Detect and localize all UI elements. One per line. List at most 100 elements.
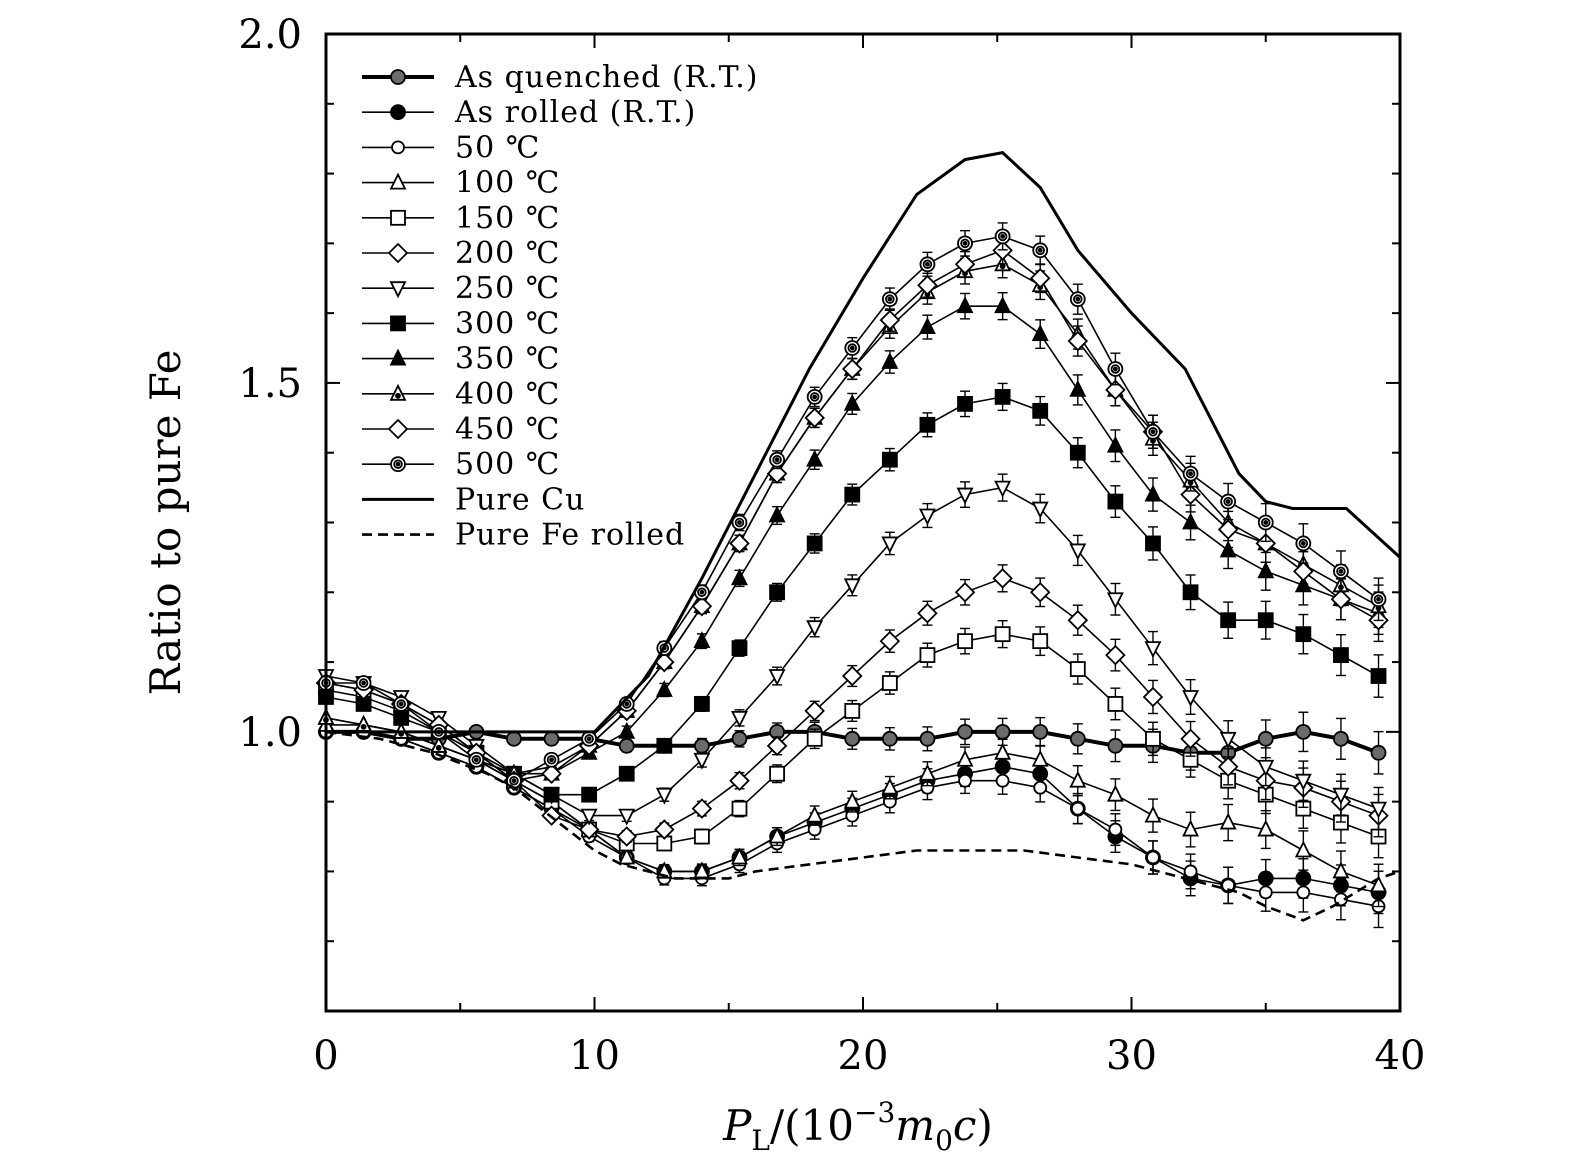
series-marker: [693, 861, 711, 879]
legend-label: As quenched (R.T.): [454, 60, 758, 95]
legend-label: 250 ℃: [455, 271, 560, 306]
series-marker: [1294, 840, 1312, 858]
series-marker: [994, 723, 1011, 740]
series-12: [326, 150, 1402, 734]
series-marker: [1300, 541, 1306, 546]
series-marker: [1031, 501, 1049, 519]
x-axis-title-m: m: [895, 1101, 935, 1150]
series-marker: [769, 765, 785, 782]
series-marker: [1257, 759, 1275, 777]
series-marker: [1225, 499, 1231, 504]
series-marker: [389, 348, 407, 366]
series-marker: [581, 786, 598, 803]
series-marker: [768, 669, 786, 687]
series-marker: [618, 737, 635, 754]
series-marker: [879, 309, 901, 331]
series-marker: [1069, 543, 1087, 561]
series-marker: [919, 647, 936, 663]
series-marker: [729, 533, 750, 554]
series-marker: [618, 721, 636, 739]
series-marker: [430, 735, 448, 753]
series-marker: [1370, 744, 1387, 761]
series-marker: [881, 730, 898, 747]
series-marker: [624, 701, 630, 707]
series-marker: [1150, 429, 1156, 435]
series-marker: [473, 757, 479, 763]
series-marker: [1033, 780, 1048, 795]
series-marker: [1032, 723, 1049, 740]
series-7: [318, 382, 1387, 803]
series-marker: [1112, 366, 1118, 372]
x-axis-title-sup: −3: [854, 1096, 895, 1129]
series-marker: [992, 568, 1013, 589]
series-marker: [1067, 330, 1089, 352]
legend-item: 400 ℃: [362, 377, 560, 412]
legend-label: 100 ℃: [455, 166, 560, 201]
legend-label: 50 ℃: [455, 130, 540, 165]
series-marker: [1376, 596, 1381, 602]
series-marker: [806, 730, 823, 747]
series-marker: [881, 351, 899, 369]
series-marker: [1070, 801, 1085, 816]
series-marker: [694, 696, 710, 712]
series-marker: [841, 358, 863, 380]
series-marker: [737, 520, 742, 525]
series-marker: [1257, 612, 1274, 629]
series-marker: [1037, 247, 1043, 253]
series-marker: [843, 791, 861, 809]
legend-item: Pure Fe rolled: [362, 518, 685, 553]
series-marker: [1144, 484, 1162, 502]
series-marker: [849, 345, 855, 351]
series-marker: [541, 763, 562, 785]
legend-item: 200 ℃: [362, 236, 559, 271]
y-tick-label: 1.5: [238, 361, 302, 407]
legend-item: 500 ℃: [362, 447, 559, 482]
series-marker: [389, 281, 407, 299]
series-marker: [844, 486, 861, 503]
series-marker: [1370, 875, 1387, 893]
legend-item: 350 ℃: [362, 342, 559, 377]
series-marker: [361, 680, 366, 686]
series-marker: [1144, 641, 1162, 659]
x-axis-title-prefix: /(10: [770, 1101, 854, 1150]
series-marker: [389, 172, 407, 190]
series-marker: [806, 805, 824, 823]
x-axis-title-suffix: ): [976, 1101, 992, 1150]
series-marker: [879, 630, 901, 652]
series-marker: [843, 393, 861, 411]
series-marker: [1219, 812, 1237, 830]
legend-label: 450 ℃: [455, 412, 560, 447]
series-marker: [956, 487, 974, 505]
series-marker: [918, 317, 936, 335]
series-marker: [995, 773, 1010, 788]
series-marker: [731, 568, 748, 586]
series-marker: [731, 847, 748, 865]
legend-label: 150 ℃: [455, 201, 560, 236]
legend-label: As rolled (R.T.): [454, 95, 696, 130]
y-tick-label: 2.0: [238, 12, 302, 58]
x-axis-title-sub-l: L: [751, 1124, 770, 1157]
series-marker: [1029, 267, 1051, 289]
series-marker: [994, 742, 1012, 760]
series-marker: [999, 263, 1006, 270]
legend-label: 400 ℃: [455, 377, 560, 412]
series-marker: [954, 582, 976, 603]
series-marker: [1263, 520, 1269, 525]
series-marker: [694, 828, 710, 845]
legend-item: 150 ℃: [362, 201, 560, 236]
series-marker: [917, 274, 938, 296]
series-marker: [618, 765, 635, 782]
series-marker: [1217, 519, 1239, 540]
series-marker: [1075, 296, 1081, 302]
series-marker: [1293, 561, 1314, 582]
series-marker: [391, 140, 405, 155]
series-marker: [957, 395, 973, 412]
legend-item: 50 ℃: [362, 130, 540, 165]
series-marker: [1296, 885, 1311, 900]
legend-label: Pure Fe rolled: [455, 518, 685, 553]
series-marker: [1145, 730, 1161, 747]
y-tick-label: 1.0: [238, 710, 302, 756]
series-marker: [918, 508, 936, 526]
series-marker: [578, 819, 600, 840]
